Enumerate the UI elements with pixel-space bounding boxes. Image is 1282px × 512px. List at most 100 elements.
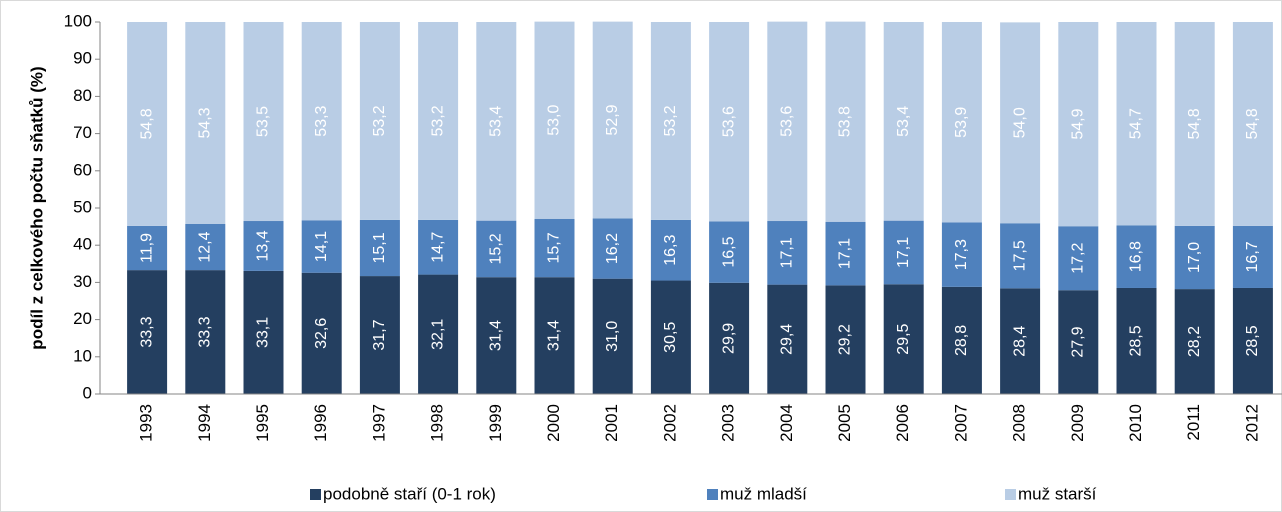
value-label: 52,9 xyxy=(604,104,621,135)
bar-segment xyxy=(883,284,924,394)
legend-label: podobně staří (0-1 rok) xyxy=(323,484,496,503)
value-label: 54,8 xyxy=(138,108,155,139)
x-tick-label: 1994 xyxy=(195,404,214,442)
value-label: 15,1 xyxy=(371,232,388,263)
bar-segment xyxy=(592,218,633,279)
value-label: 31,7 xyxy=(371,319,388,350)
value-label: 33,1 xyxy=(255,317,272,348)
y-tick-label: 50 xyxy=(73,197,92,216)
x-tick-label: 2001 xyxy=(602,404,621,442)
value-label: 31,0 xyxy=(604,321,621,352)
value-label: 28,4 xyxy=(1011,326,1028,357)
value-label: 31,4 xyxy=(546,320,563,351)
value-label: 54,9 xyxy=(1070,108,1087,139)
value-label: 53,6 xyxy=(720,106,737,137)
bar-segment xyxy=(534,277,575,394)
value-label: 17,1 xyxy=(779,237,796,268)
value-label: 31,4 xyxy=(488,320,505,351)
x-tick-label: 2006 xyxy=(893,404,912,442)
bar-segment xyxy=(592,21,633,219)
value-label: 53,2 xyxy=(371,105,388,136)
bar-segment xyxy=(767,221,808,285)
y-tick-label: 90 xyxy=(73,49,92,68)
bar-segment xyxy=(418,274,459,394)
value-label: 28,5 xyxy=(1244,325,1261,356)
value-label: 16,7 xyxy=(1244,241,1261,272)
x-tick-label: 1999 xyxy=(486,404,505,442)
x-tick-label: 2011 xyxy=(1184,404,1203,441)
value-label: 29,2 xyxy=(837,324,854,355)
legend-swatch xyxy=(310,489,321,500)
value-label: 12,4 xyxy=(197,231,214,262)
x-tick-label: 2007 xyxy=(951,404,970,442)
bar-segment xyxy=(1058,226,1099,291)
value-label: 17,2 xyxy=(1070,243,1087,274)
bar-segment xyxy=(709,22,750,222)
x-tick-label: 2009 xyxy=(1068,404,1087,442)
value-label: 17,1 xyxy=(895,237,912,268)
value-label: 32,6 xyxy=(313,318,330,349)
bar-segment xyxy=(941,286,982,394)
x-tick-label: 1997 xyxy=(369,404,388,442)
x-tick-label: 2003 xyxy=(719,404,738,442)
bar-segment xyxy=(476,220,517,278)
value-label: 32,1 xyxy=(429,319,446,350)
bar-segment xyxy=(1116,287,1157,394)
value-label: 16,8 xyxy=(1128,241,1145,272)
value-label: 54,7 xyxy=(1128,108,1145,139)
value-label: 11,9 xyxy=(138,233,155,263)
legend-label: muž starší xyxy=(1018,484,1097,503)
value-label: 15,2 xyxy=(488,233,505,264)
bar-segment xyxy=(883,22,924,221)
value-label: 16,5 xyxy=(720,236,737,267)
bar-segment xyxy=(767,284,808,394)
bar-segment xyxy=(359,219,400,277)
value-label: 28,5 xyxy=(1128,325,1145,356)
value-label: 53,8 xyxy=(837,106,854,137)
value-label: 17,0 xyxy=(1186,242,1203,273)
value-label: 53,4 xyxy=(895,106,912,137)
bar-segment xyxy=(534,218,575,278)
bar-segment xyxy=(185,223,226,271)
value-label: 33,3 xyxy=(197,316,214,347)
bar-segment xyxy=(359,22,400,220)
bar-segment xyxy=(1116,22,1157,226)
bar-segment xyxy=(650,22,691,220)
y-tick-label: 80 xyxy=(73,86,92,105)
y-tick-label: 0 xyxy=(83,383,92,402)
bar-segment xyxy=(883,220,924,285)
x-tick-label: 2002 xyxy=(660,404,679,442)
value-label: 53,3 xyxy=(313,105,330,136)
bar-segment xyxy=(825,285,866,394)
bar-segment xyxy=(592,278,633,394)
value-label: 16,2 xyxy=(604,233,621,264)
value-label: 14,7 xyxy=(429,232,446,263)
value-label: 29,4 xyxy=(779,324,796,355)
value-label: 28,8 xyxy=(953,325,970,356)
bar-segment xyxy=(1232,287,1273,394)
bar-segment xyxy=(709,282,750,394)
value-label: 16,3 xyxy=(662,235,679,266)
y-tick-label: 100 xyxy=(64,11,92,30)
value-label: 54,0 xyxy=(1011,107,1028,138)
bar-segment xyxy=(127,270,168,394)
bar-segment xyxy=(301,272,342,394)
y-tick-label: 40 xyxy=(73,235,92,254)
value-label: 53,9 xyxy=(953,107,970,138)
value-label: 53,2 xyxy=(429,105,446,136)
value-label: 53,5 xyxy=(255,106,272,137)
bar-segment xyxy=(418,22,459,220)
bar-segment xyxy=(301,220,342,273)
value-label: 53,0 xyxy=(546,105,563,136)
bar-segment xyxy=(1232,225,1273,288)
y-axis-title: podíl z celkového počtu sňatků (%) xyxy=(27,66,46,349)
x-tick-label: 1996 xyxy=(311,404,330,442)
bar-segment xyxy=(1232,22,1273,226)
bar-segment xyxy=(650,280,691,394)
bar-segment xyxy=(359,276,400,394)
bar-segment xyxy=(418,219,459,275)
y-tick-label: 20 xyxy=(73,309,92,328)
bar-segment xyxy=(185,22,226,224)
x-tick-label: 2010 xyxy=(1126,404,1145,442)
bar-segment xyxy=(709,221,750,283)
